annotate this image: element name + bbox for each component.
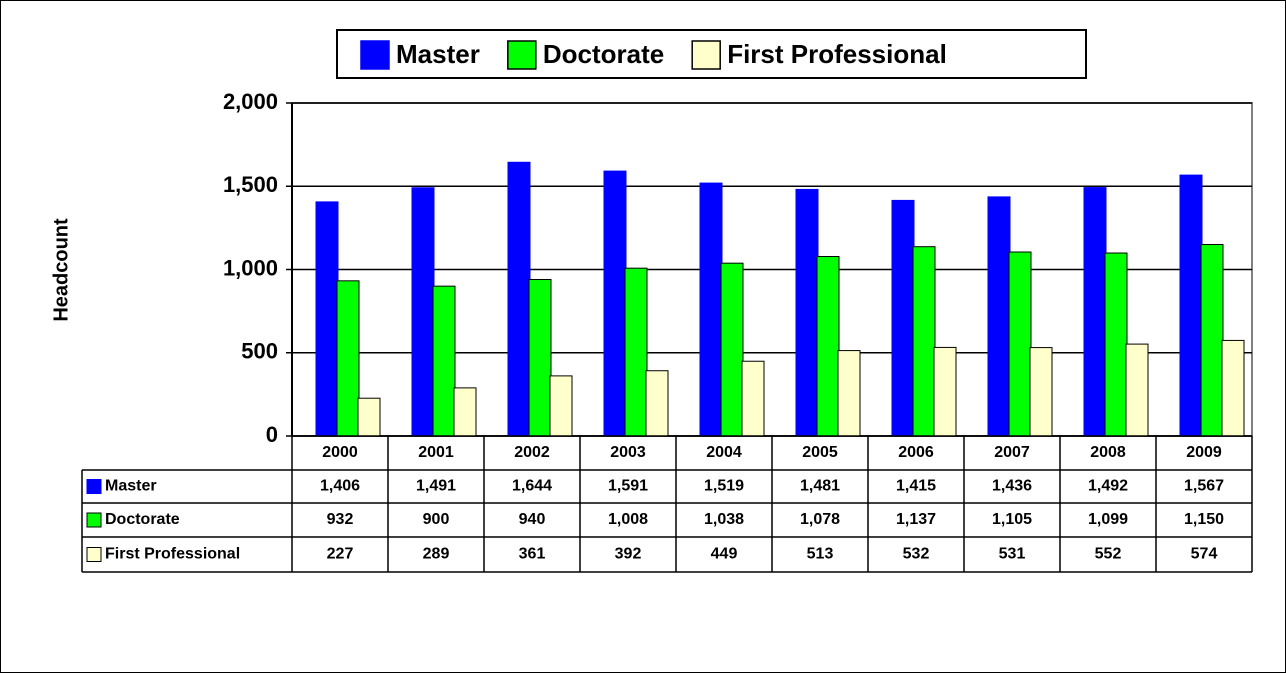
table-value: 1,591 [608, 478, 648, 495]
bar [1029, 347, 1053, 437]
bar [933, 346, 957, 437]
bar [1008, 251, 1032, 437]
x-tick-label: 2006 [898, 444, 934, 461]
legend-swatch [360, 40, 390, 70]
table-value: 1,150 [1184, 511, 1224, 528]
bar [603, 170, 627, 437]
table-value: 1,008 [608, 511, 648, 528]
legend-swatch [507, 40, 537, 70]
table-value: 940 [519, 511, 546, 528]
bar [315, 201, 339, 437]
table-value: 574 [1191, 546, 1218, 563]
legend-key [86, 479, 102, 494]
bar [837, 350, 861, 437]
y-tick-label: 1,500 [223, 172, 278, 197]
table-value: 1,038 [704, 511, 744, 528]
table-value: 1,415 [896, 478, 936, 495]
table-value: 932 [327, 511, 354, 528]
table-value: 1,406 [320, 478, 360, 495]
legend-label: Doctorate [543, 39, 664, 69]
bar [741, 360, 765, 437]
bar [795, 188, 819, 437]
bar [987, 196, 1011, 437]
x-tick-label: 2003 [610, 444, 646, 461]
y-tick-label: 1,000 [223, 255, 278, 280]
bar [891, 199, 915, 437]
table-value: 227 [327, 546, 354, 563]
table-value: 532 [903, 546, 930, 563]
legend-key [86, 547, 102, 562]
table-value: 1,567 [1184, 478, 1224, 495]
table-value: 1,492 [1088, 478, 1128, 495]
y-tick-label: 2,000 [223, 89, 278, 114]
bar [453, 387, 477, 437]
table-value: 900 [423, 511, 450, 528]
y-axis-label: Headcount [50, 218, 72, 322]
x-tick-label: 2000 [322, 444, 358, 461]
row-label: First Professional [105, 546, 240, 563]
x-tick-label: 2007 [994, 444, 1030, 461]
table-value: 1,078 [800, 511, 840, 528]
table-value: 1,519 [704, 478, 744, 495]
x-tick-label: 2005 [802, 444, 838, 461]
row-label: Doctorate [105, 511, 180, 528]
table-value: 1,644 [512, 478, 552, 495]
bar [549, 375, 573, 437]
legend-label: Master [396, 39, 480, 69]
table-value: 1,436 [992, 478, 1032, 495]
table-value: 1,481 [800, 478, 840, 495]
bar [1083, 187, 1107, 437]
bar [1179, 174, 1203, 437]
bar [816, 256, 840, 437]
x-tick-label: 2002 [514, 444, 550, 461]
bar [432, 285, 456, 437]
table-value: 552 [1095, 546, 1122, 563]
table-value: 1,491 [416, 478, 456, 495]
bar [624, 267, 648, 437]
bar [411, 187, 435, 437]
table-value: 513 [807, 546, 834, 563]
y-tick-label: 0 [266, 422, 278, 447]
bar [1200, 244, 1224, 437]
bar [1125, 343, 1149, 437]
table-value: 289 [423, 546, 450, 563]
bar [912, 246, 936, 437]
bar [645, 370, 669, 437]
table-value: 361 [519, 546, 546, 563]
x-tick-label: 2009 [1186, 444, 1222, 461]
table-value: 392 [615, 546, 642, 563]
y-tick-label: 500 [241, 339, 278, 364]
x-tick-label: 2004 [706, 444, 742, 461]
table-value: 1,137 [896, 511, 936, 528]
row-label: Master [105, 478, 157, 495]
legend-key [86, 512, 102, 528]
x-tick-label: 2001 [418, 444, 454, 461]
bar [507, 161, 531, 437]
bar [720, 262, 744, 437]
table-value: 449 [711, 546, 738, 563]
table-value: 531 [999, 546, 1026, 563]
x-tick-label: 2008 [1090, 444, 1126, 461]
legend-swatch [691, 40, 721, 70]
bar [357, 397, 381, 437]
legend-label: First Professional [727, 39, 947, 69]
table-value: 1,105 [992, 511, 1032, 528]
bar [1221, 339, 1245, 437]
table-value: 1,099 [1088, 511, 1128, 528]
bar [699, 182, 723, 437]
bar [1104, 252, 1128, 437]
bar [336, 280, 360, 437]
bar [528, 278, 552, 437]
